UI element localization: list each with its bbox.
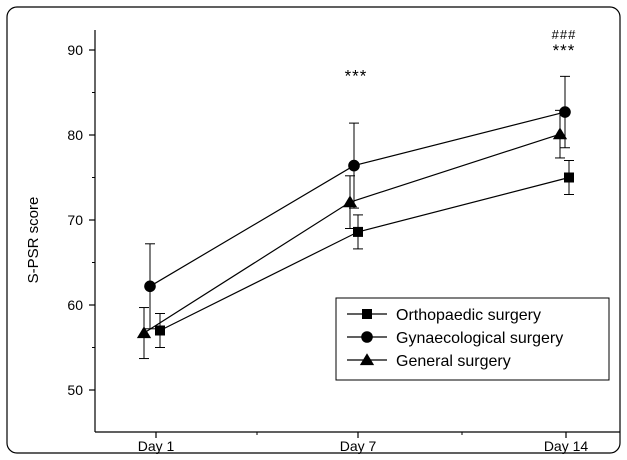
x-tick-label: Day 1 bbox=[138, 438, 175, 454]
y-axis-title: S-PSR score bbox=[25, 197, 42, 284]
y-tick-label: 70 bbox=[67, 212, 83, 228]
chart-frame bbox=[6, 6, 621, 454]
legend-label: Gynaecological surgery bbox=[396, 330, 563, 347]
y-tick-label: 50 bbox=[67, 382, 83, 398]
data-point-triangle bbox=[136, 326, 152, 339]
y-tick-label: 60 bbox=[67, 297, 83, 313]
data-point-circle bbox=[559, 106, 571, 118]
data-point-square bbox=[564, 172, 574, 183]
series-triangle bbox=[136, 109, 568, 360]
significance-annotation: *** bbox=[345, 66, 368, 85]
y-tick-label: 80 bbox=[67, 127, 83, 143]
data-point-circle bbox=[144, 280, 156, 293]
legend-marker-circle bbox=[361, 331, 373, 343]
legend-box bbox=[335, 297, 610, 381]
series-square bbox=[155, 160, 574, 348]
x-tick-label: Day 14 bbox=[544, 438, 589, 454]
data-point-triangle bbox=[342, 195, 358, 208]
significance-annotation: ### bbox=[552, 27, 577, 42]
significance-annotation: *** bbox=[553, 41, 576, 60]
legend-marker-square bbox=[362, 309, 372, 319]
data-point-circle bbox=[348, 159, 360, 172]
legend: Orthopaedic surgery Gynaecological surger… bbox=[335, 297, 610, 381]
legend-label: General surgery bbox=[396, 353, 511, 370]
series-circle bbox=[144, 75, 571, 330]
data-point-square bbox=[353, 226, 363, 237]
data-point-square bbox=[155, 325, 165, 336]
y-tick-label: 90 bbox=[67, 42, 83, 58]
legend-marker-triangle bbox=[359, 353, 375, 366]
legend-label: Orthopaedic surgery bbox=[396, 307, 541, 324]
x-tick-label: Day 7 bbox=[340, 438, 377, 454]
data-point-triangle bbox=[552, 127, 568, 140]
